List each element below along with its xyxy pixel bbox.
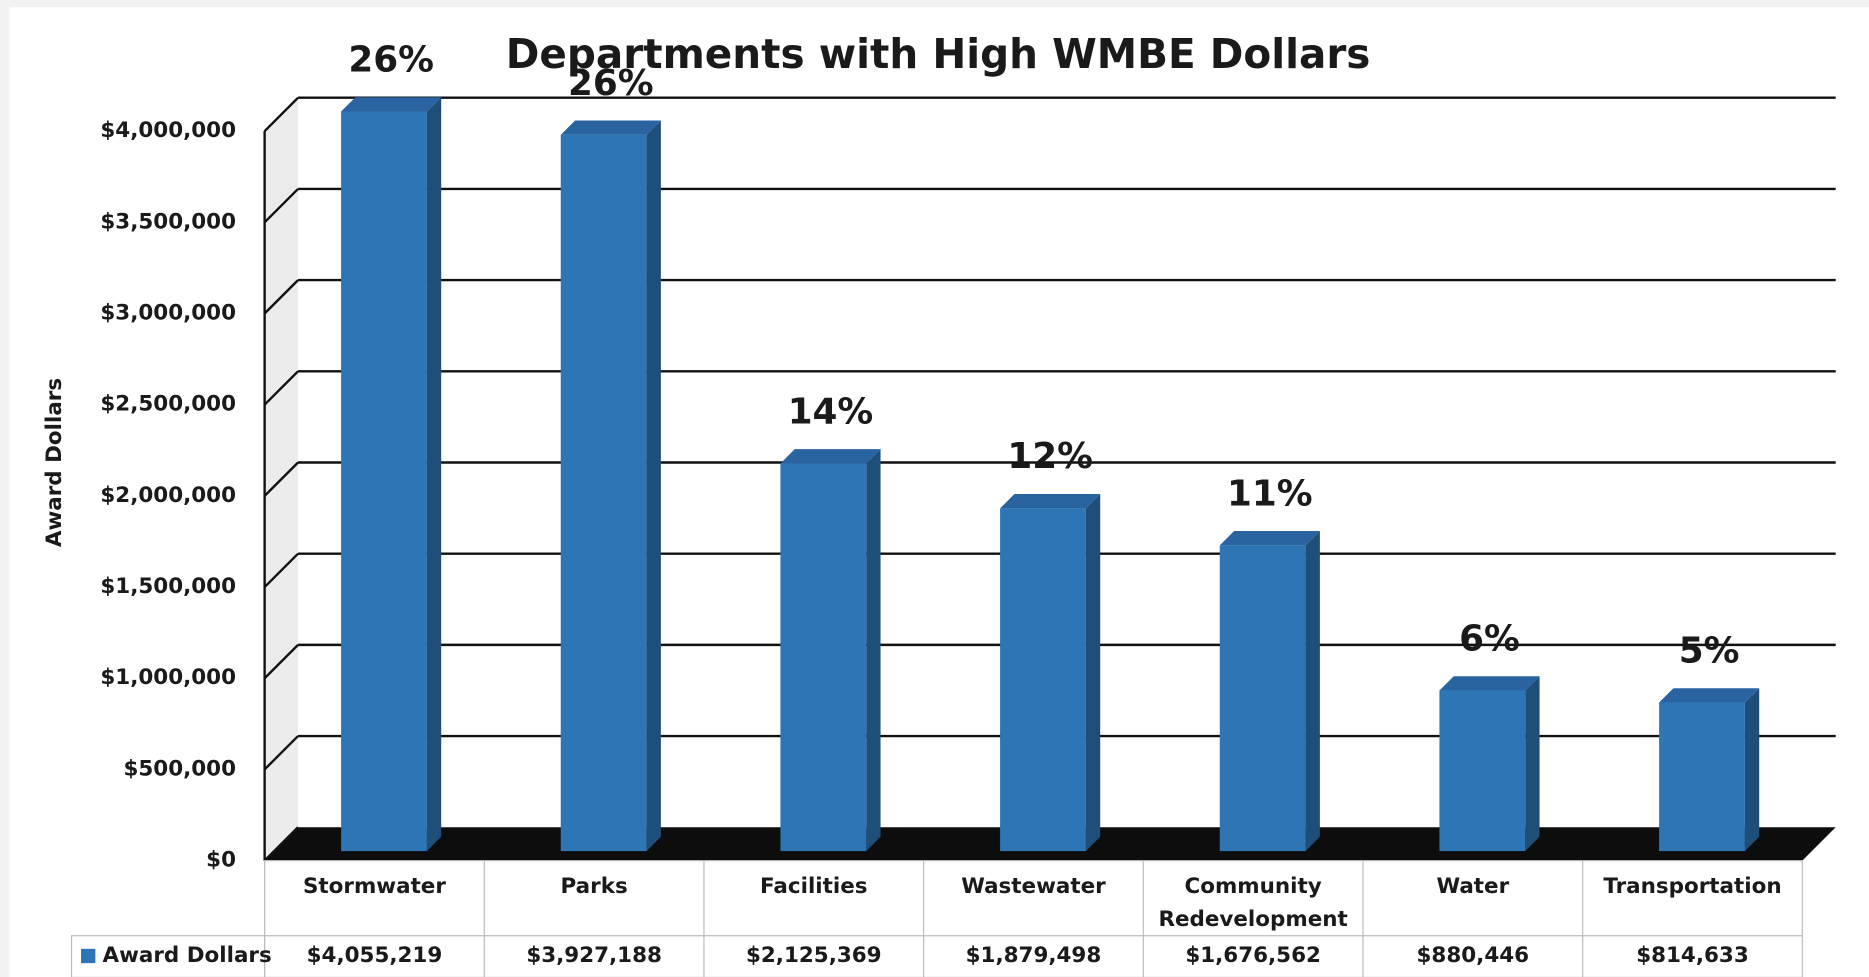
tick-mark bbox=[263, 552, 299, 588]
bar-top bbox=[341, 97, 442, 112]
chart-area: Departments with High WMBE Dollars Award… bbox=[9, 7, 1869, 977]
data-label: 26% bbox=[568, 63, 654, 104]
table-value: $880,446 bbox=[1417, 943, 1530, 968]
table-bg bbox=[264, 860, 1803, 977]
legend-swatch bbox=[81, 948, 96, 964]
tick-mark bbox=[263, 644, 299, 680]
y-tick-label: $2,500,000 bbox=[100, 392, 236, 417]
x-tick-label: Water bbox=[1436, 874, 1509, 899]
bar-side bbox=[646, 120, 661, 852]
bar bbox=[1659, 702, 1745, 852]
x-tick-label: Wastewater bbox=[961, 874, 1106, 899]
data-label: 12% bbox=[1007, 436, 1093, 477]
bar-side bbox=[1305, 531, 1320, 852]
bar bbox=[780, 463, 867, 852]
legend-label: Award Dollars bbox=[103, 943, 272, 968]
y-tick-label: $4,000,000 bbox=[100, 118, 236, 143]
bar-side bbox=[1744, 688, 1760, 852]
table-value: $814,633 bbox=[1636, 943, 1749, 968]
chart-title: Departments with High WMBE Dollars bbox=[506, 30, 1371, 78]
data-label: 6% bbox=[1459, 618, 1520, 659]
data-label: 14% bbox=[788, 391, 874, 432]
chart-panel bbox=[9, 7, 1869, 977]
data-label: 5% bbox=[1679, 630, 1740, 671]
tick-mark bbox=[263, 96, 299, 132]
bar bbox=[341, 111, 427, 852]
tick-mark bbox=[263, 279, 299, 315]
table-value: $1,676,562 bbox=[1185, 943, 1321, 968]
y-axis-label: Award Dollars bbox=[42, 378, 67, 547]
bar-side bbox=[1085, 494, 1101, 852]
y-tick-label: $1,500,000 bbox=[100, 574, 236, 599]
bar-top bbox=[1219, 531, 1320, 546]
bar-top bbox=[560, 120, 661, 135]
tick-mark bbox=[263, 735, 299, 771]
x-tick-label: Community Redevelopment bbox=[1158, 874, 1347, 932]
data-label: 11% bbox=[1227, 473, 1313, 514]
tick-mark bbox=[263, 188, 299, 224]
tick-mark bbox=[263, 826, 299, 862]
y-tick-label: $2,000,000 bbox=[100, 483, 236, 508]
bar-side bbox=[1525, 676, 1540, 852]
bar-side bbox=[866, 449, 881, 852]
x-tick-label: Transportation bbox=[1603, 874, 1781, 899]
y-tick-label: $3,500,000 bbox=[100, 209, 236, 234]
data-label: 26% bbox=[348, 39, 434, 80]
bar bbox=[1000, 508, 1086, 852]
bar-top bbox=[780, 449, 881, 464]
tick-mark bbox=[263, 461, 299, 497]
bar bbox=[1219, 545, 1306, 852]
x-tick-label: Stormwater bbox=[303, 874, 446, 899]
bar bbox=[1439, 690, 1526, 852]
table-value: $3,927,188 bbox=[526, 943, 662, 968]
table-value: $2,125,369 bbox=[746, 943, 882, 968]
x-tick-label: Parks bbox=[561, 874, 628, 899]
x-tick-label: Facilities bbox=[760, 874, 868, 899]
bar bbox=[560, 134, 647, 852]
y-tick-label: $3,000,000 bbox=[100, 300, 236, 325]
y-tick-label: $1,000,000 bbox=[100, 665, 236, 690]
y-tick-label: $500,000 bbox=[123, 756, 236, 781]
y-tick-label: $0 bbox=[206, 848, 236, 873]
bar-side bbox=[426, 97, 442, 852]
table-label-cell bbox=[70, 935, 266, 977]
bar-top bbox=[1000, 494, 1101, 509]
bar-top bbox=[1659, 688, 1760, 703]
table-value: $1,879,498 bbox=[966, 943, 1102, 968]
tick-mark bbox=[263, 370, 299, 406]
table-value: $4,055,219 bbox=[307, 943, 443, 968]
bar-top bbox=[1439, 676, 1540, 691]
